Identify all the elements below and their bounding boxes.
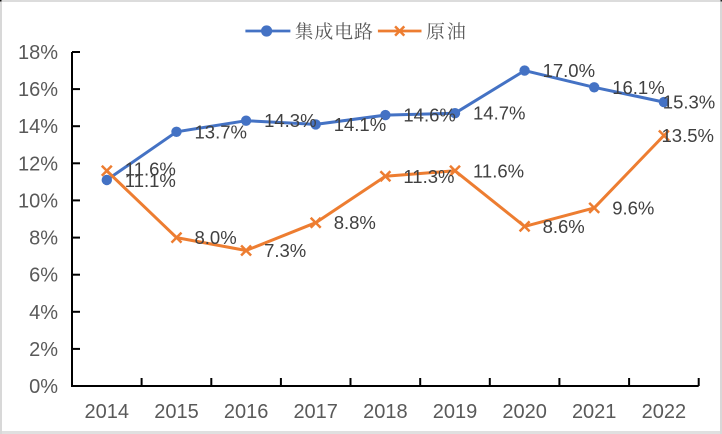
svg-text:2017: 2017 (293, 401, 338, 423)
svg-text:2016: 2016 (224, 401, 269, 423)
svg-text:0%: 0% (29, 376, 58, 398)
svg-text:11.1%: 11.1% (125, 170, 176, 191)
svg-text:8.0%: 8.0% (195, 227, 237, 248)
svg-text:14.3%: 14.3% (264, 110, 316, 131)
svg-text:2%: 2% (29, 339, 58, 361)
svg-text:14.7%: 14.7% (473, 103, 525, 124)
svg-text:14.6%: 14.6% (403, 105, 455, 126)
svg-text:2020: 2020 (502, 401, 547, 423)
svg-text:13.5%: 13.5% (662, 125, 714, 146)
svg-text:2018: 2018 (363, 401, 408, 423)
svg-text:2021: 2021 (572, 401, 617, 423)
svg-text:2022: 2022 (642, 401, 687, 423)
svg-text:11.3%: 11.3% (403, 166, 454, 187)
svg-text:8.6%: 8.6% (543, 216, 585, 237)
svg-text:10%: 10% (18, 190, 58, 212)
svg-text:8%: 8% (29, 228, 58, 250)
svg-text:2019: 2019 (433, 401, 478, 423)
svg-text:14%: 14% (18, 116, 58, 138)
svg-text:16.1%: 16.1% (612, 77, 664, 98)
svg-text:16%: 16% (18, 79, 58, 101)
svg-text:7.3%: 7.3% (264, 240, 306, 261)
svg-text:8.8%: 8.8% (334, 212, 376, 233)
svg-text:12%: 12% (18, 153, 58, 175)
svg-text:18%: 18% (18, 42, 58, 64)
svg-text:17.0%: 17.0% (543, 60, 595, 81)
svg-text:6%: 6% (29, 265, 58, 287)
svg-text:15.3%: 15.3% (663, 92, 715, 113)
svg-text:11.6%: 11.6% (473, 160, 524, 181)
svg-text:11.6%: 11.6% (125, 158, 176, 179)
svg-text:13.7%: 13.7% (195, 121, 247, 142)
svg-text:4%: 4% (29, 302, 58, 324)
svg-text:2014: 2014 (85, 401, 130, 423)
svg-text:2015: 2015 (154, 401, 199, 423)
svg-text:9.6%: 9.6% (612, 197, 654, 218)
svg-text:14.1%: 14.1% (334, 114, 386, 135)
